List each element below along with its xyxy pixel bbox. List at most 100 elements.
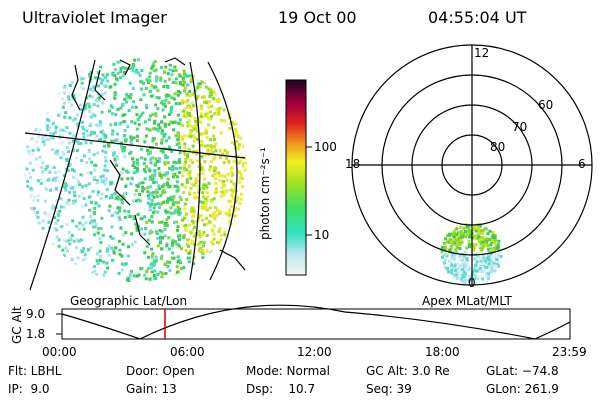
image-speckle xyxy=(99,130,103,134)
image-speckle xyxy=(122,196,126,200)
image-speckle xyxy=(151,156,155,160)
image-speckle xyxy=(208,100,212,104)
image-speckle xyxy=(207,105,211,109)
image-speckle xyxy=(80,77,84,81)
image-speckle xyxy=(95,181,99,184)
image-speckle xyxy=(73,199,77,203)
image-speckle xyxy=(126,254,130,258)
image-speckle xyxy=(181,135,185,139)
image-speckle xyxy=(197,117,201,121)
image-speckle xyxy=(121,233,125,237)
image-speckle xyxy=(172,128,176,132)
image-speckle xyxy=(89,87,93,91)
image-speckle xyxy=(222,108,226,112)
image-speckle xyxy=(80,205,84,208)
image-speckle xyxy=(62,205,66,209)
image-speckle xyxy=(187,245,190,248)
image-speckle xyxy=(448,232,452,236)
image-speckle xyxy=(181,218,185,222)
image-speckle xyxy=(145,78,149,82)
image-speckle xyxy=(88,157,92,161)
image-speckle xyxy=(478,274,482,278)
image-speckle xyxy=(462,275,466,279)
image-speckle xyxy=(70,233,74,237)
image-speckle xyxy=(106,79,110,83)
image-speckle xyxy=(115,163,119,167)
image-speckle xyxy=(118,206,122,210)
image-speckle xyxy=(116,211,119,215)
image-speckle xyxy=(239,176,243,180)
image-speckle xyxy=(214,91,218,95)
image-speckle xyxy=(196,179,200,183)
image-speckle xyxy=(161,150,165,154)
image-speckle xyxy=(147,255,150,259)
image-speckle xyxy=(177,237,181,241)
image-speckle xyxy=(162,70,166,74)
image-speckle xyxy=(232,160,236,164)
image-speckle xyxy=(140,87,144,91)
image-speckle xyxy=(53,171,57,174)
image-speckle xyxy=(180,247,183,251)
image-speckle xyxy=(117,239,121,243)
image-speckle xyxy=(124,231,128,235)
image-speckle xyxy=(171,203,175,207)
image-speckle xyxy=(89,122,93,126)
image-speckle xyxy=(193,116,197,120)
image-speckle xyxy=(171,198,175,202)
image-speckle xyxy=(68,100,71,104)
image-speckle xyxy=(159,101,163,105)
mlat-label-60: 60 xyxy=(538,98,554,112)
image-speckle xyxy=(153,203,157,207)
image-speckle xyxy=(153,60,157,63)
image-speckle xyxy=(455,227,459,231)
image-speckle xyxy=(473,243,477,247)
image-speckle xyxy=(205,131,208,135)
image-speckle xyxy=(127,67,131,71)
image-speckle xyxy=(164,139,168,143)
image-speckle xyxy=(94,76,97,80)
image-speckle xyxy=(83,253,87,257)
image-speckle xyxy=(150,191,153,195)
image-speckle xyxy=(133,166,137,169)
image-speckle xyxy=(229,179,233,183)
image-speckle xyxy=(137,273,141,277)
image-speckle xyxy=(237,161,241,165)
image-speckle xyxy=(228,208,232,212)
image-speckle xyxy=(102,144,106,148)
image-speckle xyxy=(495,259,499,263)
image-speckle xyxy=(121,268,124,272)
image-speckle xyxy=(461,273,465,277)
image-speckle xyxy=(134,222,138,226)
image-speckle xyxy=(443,245,447,249)
image-speckle xyxy=(159,202,163,206)
image-speckle xyxy=(178,146,182,149)
image-speckle xyxy=(88,105,92,109)
image-speckle xyxy=(64,111,68,115)
image-speckle xyxy=(114,196,118,200)
image-speckle xyxy=(95,98,99,102)
image-speckle xyxy=(194,179,198,183)
image-speckle xyxy=(98,120,102,124)
image-speckle xyxy=(52,178,55,182)
image-speckle xyxy=(197,82,201,86)
image-speckle xyxy=(222,180,226,183)
image-speckle xyxy=(173,92,177,96)
image-speckle xyxy=(123,209,127,213)
image-speckle xyxy=(124,262,128,266)
image-speckle xyxy=(184,115,188,119)
image-speckle xyxy=(217,171,221,175)
image-speckle xyxy=(86,133,90,137)
image-speckle xyxy=(29,194,33,198)
image-speckle xyxy=(119,106,123,110)
image-speckle xyxy=(137,58,140,62)
image-speckle xyxy=(143,215,147,219)
image-speckle xyxy=(60,133,64,137)
image-speckle xyxy=(189,135,193,139)
image-speckle xyxy=(25,167,29,171)
image-speckle xyxy=(159,76,163,80)
image-speckle xyxy=(100,178,104,182)
image-speckle xyxy=(80,81,84,85)
image-speckle xyxy=(166,85,170,89)
image-speckle xyxy=(452,232,456,236)
image-speckle xyxy=(99,197,103,201)
